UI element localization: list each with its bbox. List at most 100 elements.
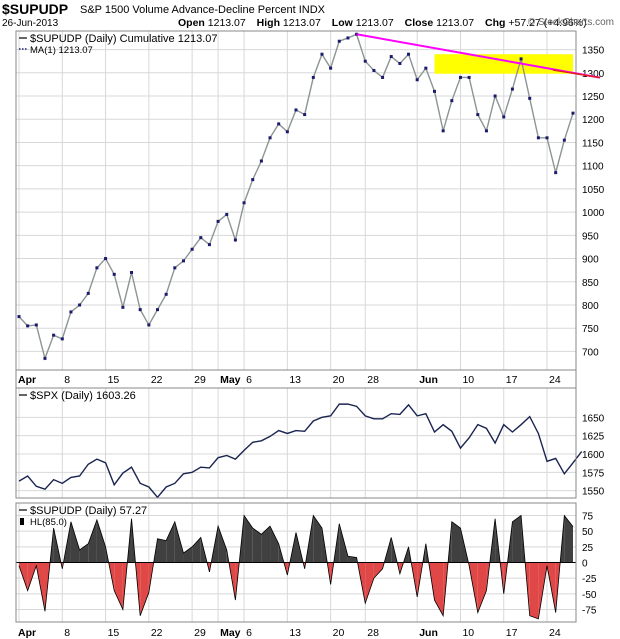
negative-area [477,562,487,613]
positive-area [157,538,167,563]
data-point [484,129,488,133]
data-point [424,66,428,70]
panel-1: 700 750 800 850 900 950 1000 1050 1100 1150 1200 12… [15,30,605,371]
x-tick-label: Jun [419,374,438,386]
data-point [519,57,523,61]
data-point [138,308,142,312]
x-tick-label: 24 [549,374,561,386]
x-tick-label: 28 [367,374,379,386]
negative-area [365,562,374,604]
data-point [112,272,116,276]
panel-background [16,31,576,370]
panel-frame [15,502,577,623]
x-tick-label: 24 [549,627,561,639]
data-point [528,96,532,100]
legend-label: $SPX (Daily) 1603.26 [30,390,136,402]
positive-area [244,515,253,563]
positive-area [166,521,175,563]
chart-description: S&P 1500 Volume Advance-Decline Percent … [80,4,325,16]
y-tick-label: 50 [582,527,594,538]
panel-background [16,388,576,498]
data-point [441,129,445,133]
chart-symbol: $SUPUDP [2,1,69,17]
data-point [389,55,393,59]
highlight-zone [434,54,573,74]
close-value: 1213.07 [436,17,475,29]
trendline-extension [552,69,601,79]
legend-label: $SUPUDP (Daily) Cumulative 1213.07 [30,33,218,45]
data-point [225,212,229,216]
data-point [571,111,575,115]
y-tick-label: 1300 [582,69,605,80]
positive-area [174,521,184,563]
data-point [86,291,90,295]
positive-area [270,526,279,563]
x-tick-label: Jun [419,627,438,639]
data-point [104,257,108,261]
data-point [381,75,385,79]
y-tick-label: 750 [582,324,599,335]
y-tick-label: 1625 [582,432,605,443]
open-label: Open [178,17,205,29]
legend-label: $SUPUDP (Daily) 57.27 [30,505,147,517]
data-point [415,78,419,82]
data-point [337,39,341,43]
y-tick-label: 1200 [582,115,605,126]
positive-area [339,523,348,563]
data-point [407,52,411,56]
data-point [562,138,566,142]
positive-area [96,519,106,563]
x-tick-label: 6 [246,374,252,386]
data-point [17,315,21,319]
x-tick-label: 22 [151,374,163,386]
data-point [493,94,497,98]
data-point [476,113,480,117]
data-point [207,243,211,247]
positive-area [261,526,271,563]
data-point [259,159,263,163]
y-tick-label: 1000 [582,208,605,219]
data-point [510,87,514,91]
data-point [502,115,506,119]
panel-2: 1550 1575 1600 1625 1650 $SPX (Daily) 1603.26 [15,387,605,499]
data-point [277,122,281,126]
data-point [346,36,350,40]
y-tick-label: -50 [582,590,597,601]
chg-label: Chg [485,17,506,29]
low-value: 1213.07 [355,17,394,29]
y-tick-label: 1100 [582,162,604,173]
data-point [398,62,402,66]
positive-area [313,515,322,563]
y-tick-label: 1600 [582,450,605,461]
x-tick-label: 15 [108,374,120,386]
y-tick-label: 0 [582,559,588,570]
data-point [199,236,203,240]
y-tick-label: 75 [582,512,594,523]
data-point [173,266,177,270]
y-tick-label: 700 [582,347,599,358]
x-tick-label: 15 [108,627,120,639]
y-tick-label: 950 [582,231,599,242]
positive-area [451,521,461,563]
y-tick-label: 1250 [582,92,605,103]
data-point [329,66,333,70]
data-point [536,136,540,140]
positive-area [512,515,522,563]
x-tick-label: 28 [367,627,379,639]
data-point [554,171,558,175]
series-line [18,514,574,620]
negative-area [140,562,149,616]
x-tick-label: 17 [506,627,518,639]
x-tick-label: 10 [462,374,474,386]
high-value: 1213.07 [282,17,321,29]
data-point [458,75,462,79]
high-label: High [256,17,280,29]
legend-label: HL(85.0) [30,517,67,528]
data-point [311,75,315,79]
x-tick-label: May [220,374,241,386]
negative-area [529,562,539,619]
data-point [130,270,134,274]
data-point [78,303,82,307]
y-tick-label: 850 [582,278,599,289]
